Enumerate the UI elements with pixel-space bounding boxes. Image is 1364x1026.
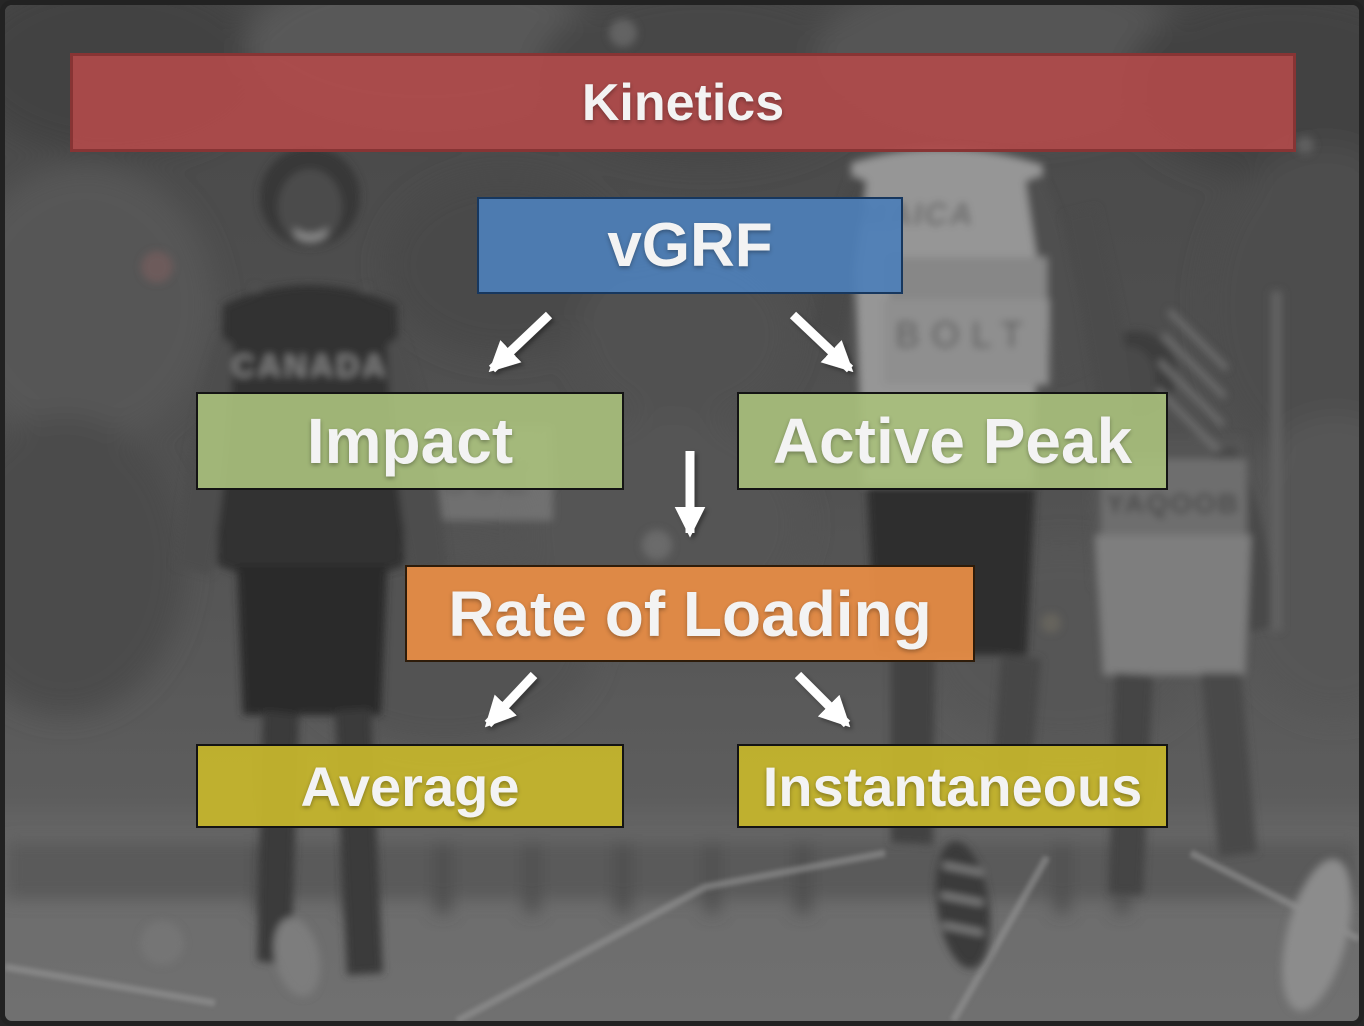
node-active-peak: Active Peak — [737, 392, 1168, 490]
node-average-label: Average — [300, 754, 520, 818]
node-rate-of-loading: Rate of Loading — [405, 565, 975, 662]
node-instantaneous-label: Instantaneous — [762, 754, 1143, 818]
slide-title: Kinetics — [581, 73, 785, 132]
node-impact: Impact — [196, 392, 624, 490]
arrow-vgrf-to-impact — [488, 311, 553, 373]
title-banner: Kinetics — [70, 53, 1296, 152]
node-vgrf: vGRF — [477, 197, 903, 294]
node-vgrf-label: vGRF — [607, 211, 773, 280]
background-photo: DE GRASSE CANADA MAICA BOLT — [5, 5, 1359, 1021]
arrow-vgrf-to-active-peak — [789, 311, 854, 373]
node-instantaneous: Instantaneous — [737, 744, 1168, 828]
node-average: Average — [196, 744, 624, 828]
flow-arrows — [484, 311, 854, 728]
bokeh-dots — [140, 19, 1314, 965]
arrow-rate-to-instantaneous — [794, 671, 851, 728]
bib-label-bolt: BOLT — [895, 314, 1034, 355]
node-rate-of-loading-label: Rate of Loading — [448, 577, 932, 650]
runner-right-silhouette: YAQOOB — [1063, 207, 1352, 1012]
node-impact-label: Impact — [306, 405, 514, 477]
node-active-peak-label: Active Peak — [772, 405, 1133, 477]
jersey-label-canada: CANADA — [232, 348, 389, 384]
bib-label-yaqoob: YAQOOB — [1106, 488, 1240, 519]
arrow-rate-to-average — [484, 671, 538, 728]
